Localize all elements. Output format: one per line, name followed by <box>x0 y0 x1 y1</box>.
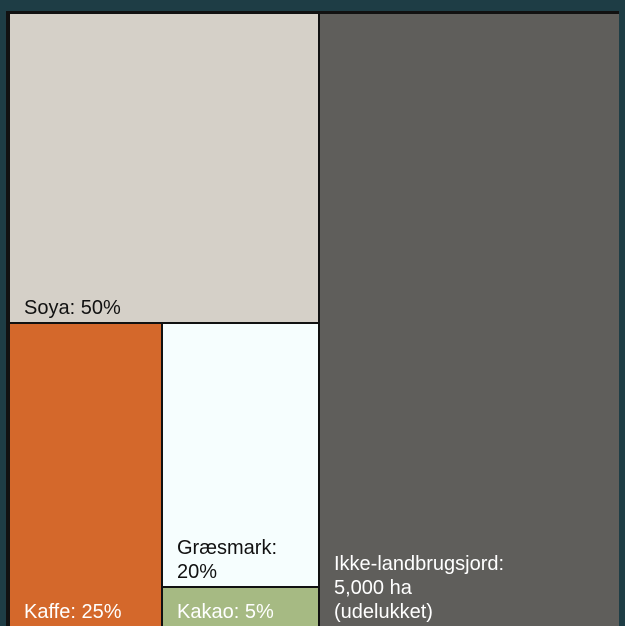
tile-label-kakao: Kakao: 5% <box>177 601 274 623</box>
tile-graesmark <box>163 324 318 586</box>
tile-kakao <box>163 588 318 626</box>
tile-label-kaffe: Kaffe: 25% <box>24 601 122 623</box>
tile-label-line: Kaffe: 25% <box>24 601 122 623</box>
tile-label-line: Græsmark: <box>177 537 277 559</box>
tile-label-ikke-landbrugsjord: Ikke-landbrugsjord: 5,000 ha (udelukket) <box>334 553 504 623</box>
treemap-tiles <box>10 14 619 626</box>
tile-label-line: 5,000 ha <box>334 577 413 599</box>
tile-label-line: Kakao: 5% <box>177 601 274 623</box>
tile-label-line: (udelukket) <box>334 601 433 623</box>
tile-ikke-landbrugsjord <box>320 14 619 626</box>
tile-label-soya: Soya: 50% <box>24 297 121 319</box>
tile-soya <box>10 14 318 322</box>
tile-kaffe <box>10 324 161 626</box>
tile-label-line: 20% <box>177 561 217 583</box>
tile-label-line: Ikke-landbrugsjord: <box>334 553 504 575</box>
tile-label-line: Soya: 50% <box>24 297 121 319</box>
treemap-labels: Soya: 50% Kaffe: 25% Græsmark: 20% Kakao: 5%… <box>24 297 504 623</box>
tile-label-graesmark: Græsmark: 20% <box>177 537 277 583</box>
